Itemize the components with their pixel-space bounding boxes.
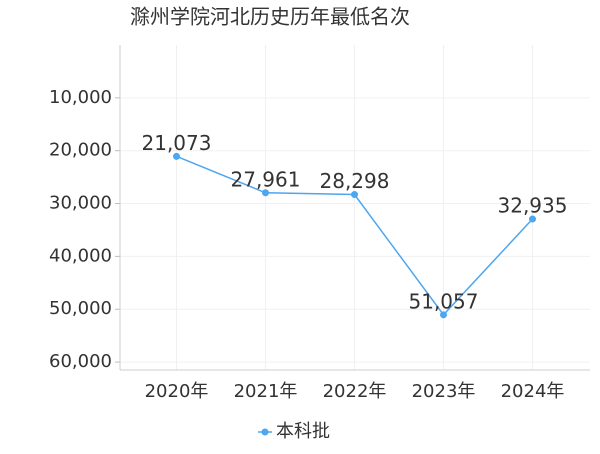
point [262,189,269,197]
point [173,152,180,160]
legend-marker [261,428,269,436]
y-tick-label: 10,000 [49,87,112,108]
point [529,215,536,223]
x-tick-label: 2021年 [234,381,298,402]
x-tick-label: 2020年 [145,381,209,402]
data-label: 28,298 [320,169,390,193]
data-label: 27,961 [231,167,301,191]
chart-title: 滁州学院河北历史历年最低名次 [130,5,410,29]
x-tick-label: 2024年 [501,381,565,402]
y-tick-label: 20,000 [49,140,112,161]
y-tick-label: 30,000 [49,193,112,214]
point [440,311,447,319]
data-label: 51,057 [409,289,479,313]
x-tick-label: 2022年 [323,381,387,402]
data-label: 32,935 [498,194,568,218]
y-tick-label: 50,000 [49,298,112,319]
point [351,191,358,199]
y-tick-label: 60,000 [49,351,112,372]
y-tick-label: 40,000 [49,245,112,266]
legend-label: 本科批 [276,421,330,442]
data-label: 21,073 [142,131,212,155]
x-tick-label: 2023年 [412,381,476,402]
